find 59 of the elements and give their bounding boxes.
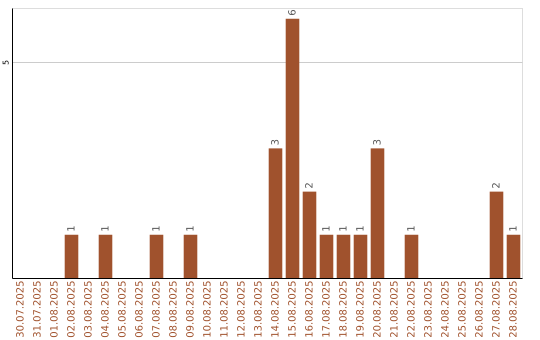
bar: [64, 234, 78, 278]
bar: [404, 234, 418, 278]
data-label: 2: [304, 182, 316, 189]
x-tick-label: 26.08.2025: [474, 280, 486, 338]
bar: [490, 192, 504, 278]
x-tick-label: 17.08.2025: [322, 280, 332, 338]
bar: [506, 234, 520, 278]
x-tick-label: 22.08.2025: [406, 280, 418, 338]
x-tick-label: 07.08.2025: [152, 280, 162, 338]
data-label: 1: [356, 225, 366, 232]
x-tick-label: 13.08.2025: [254, 280, 264, 338]
bar: [268, 148, 282, 278]
bar: [286, 18, 300, 278]
x-tick-label: 24.08.2025: [440, 280, 452, 338]
data-label: 1: [508, 225, 520, 232]
x-tick-label: 14.08.2025: [270, 280, 282, 338]
bar: [320, 234, 334, 278]
x-tick-label: 02.08.2025: [66, 280, 78, 338]
x-tick-label: 15.08.2025: [288, 280, 298, 338]
x-tick-label: 28.08.2025: [508, 280, 520, 338]
data-label: 3: [270, 139, 282, 146]
x-tick-label: 19.08.2025: [356, 280, 366, 338]
data-label: 1: [406, 225, 418, 232]
bar: [302, 192, 316, 278]
x-tick-label: 01.08.2025: [50, 280, 60, 338]
x-tick-label: 05.08.2025: [118, 280, 128, 338]
x-tick-label: 20.08.2025: [372, 280, 384, 338]
x-tick-label: 23.08.2025: [424, 280, 434, 338]
bar: [370, 148, 384, 278]
x-tick-label: 09.08.2025: [186, 280, 196, 338]
data-label: 1: [152, 225, 162, 232]
x-tick-label: 10.08.2025: [202, 280, 214, 338]
data-label: 3: [372, 139, 384, 146]
x-tick-label: 30.07.2025: [16, 280, 26, 338]
y-tick-label: 5: [2, 60, 10, 66]
bar: [354, 234, 368, 278]
x-tick-label: 25.08.2025: [458, 280, 468, 338]
x-tick-label: 27.08.2025: [492, 280, 502, 338]
data-label: 6: [288, 9, 298, 16]
x-tick-label: 12.08.2025: [236, 280, 248, 338]
x-tick-label: 08.08.2025: [168, 280, 180, 338]
data-label: 1: [186, 225, 196, 232]
data-label: 1: [100, 225, 112, 232]
bar: [184, 234, 198, 278]
data-label: 1: [338, 225, 350, 232]
x-tick-label: 21.08.2025: [390, 280, 400, 338]
x-tick-label: 06.08.2025: [134, 280, 146, 338]
data-label: 2: [492, 182, 502, 189]
bar: [150, 234, 164, 278]
data-label: 1: [66, 225, 78, 232]
x-tick-label: 16.08.2025: [304, 280, 316, 338]
x-tick-label: 18.08.2025: [338, 280, 350, 338]
x-tick-label: 03.08.2025: [84, 280, 94, 338]
x-tick-label: 04.08.2025: [100, 280, 112, 338]
x-tick-label: 31.07.2025: [32, 280, 44, 338]
data-label: 1: [322, 225, 332, 232]
x-tick-label: 11.08.2025: [220, 280, 230, 338]
bar: [336, 234, 350, 278]
bar: [98, 234, 112, 278]
